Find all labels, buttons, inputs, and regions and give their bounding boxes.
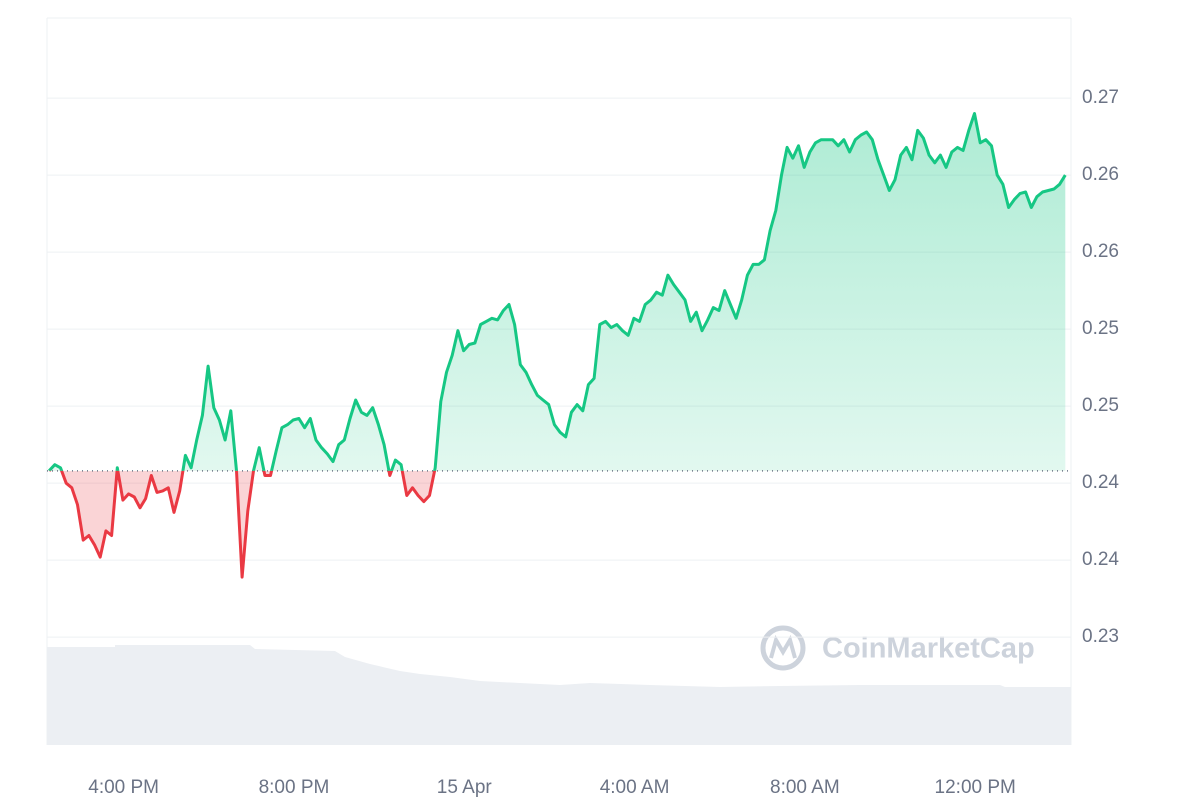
watermark-logo (760, 625, 806, 671)
y-tick-label: 0.23 (1082, 626, 1119, 647)
price-line-up (48, 112, 1067, 471)
x-tick-label: 8:00 AM (770, 777, 840, 798)
x-tick-label: 12:00 PM (935, 777, 1016, 798)
volume-area (47, 645, 1071, 745)
y-tick-label: 0.24 (1082, 472, 1119, 493)
x-tick-label: 8:00 PM (259, 777, 330, 798)
x-tick-label: 4:00 PM (88, 777, 159, 798)
y-tick-label: 0.25 (1082, 318, 1119, 339)
y-tick-label: 0.25 (1082, 395, 1119, 416)
watermark-text: CoinMarketCap (822, 633, 1035, 665)
x-tick-label: 15 Apr (437, 777, 493, 798)
y-tick-label: 0.24 (1082, 549, 1119, 570)
y-tick-label: 0.26 (1082, 164, 1119, 185)
x-tick-label: 4:00 AM (600, 777, 670, 798)
y-tick-label: 0.26 (1082, 241, 1119, 262)
area-up (49, 113, 1066, 471)
y-tick-label: 0.27 (1082, 87, 1119, 108)
watermark-logo (769, 634, 797, 659)
watermark: CoinMarketCap (760, 625, 1035, 671)
